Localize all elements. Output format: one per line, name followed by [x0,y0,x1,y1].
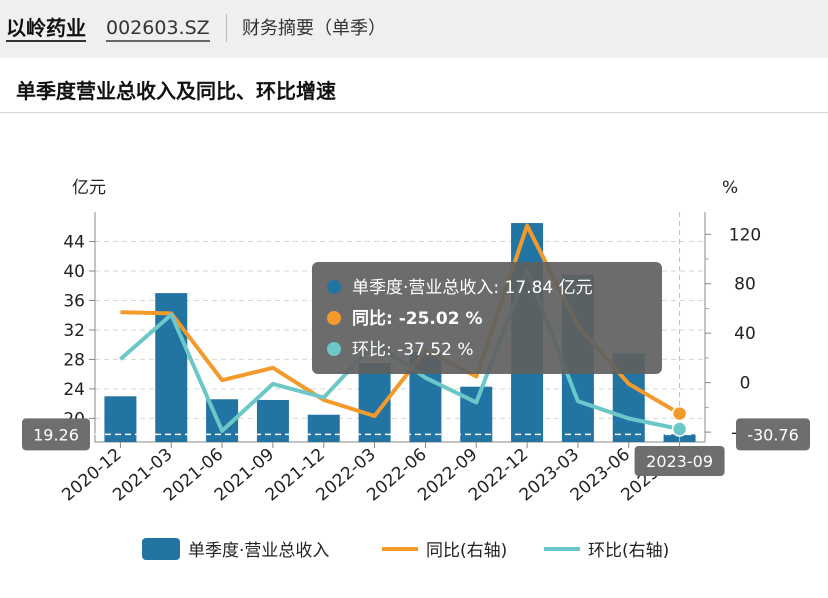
left-axis-tick-label: 44 [63,232,85,252]
crosshair-right-label-box [736,418,810,451]
legend-label-revenue: 单季度·营业总收入 [188,541,329,561]
tooltip-box [312,262,662,374]
tooltip-marker [327,311,341,325]
chart-title-bar: 单季度营业总收入及同比、环比增速 [0,60,828,113]
tooltip-row-2: 同比: -25.02 % [352,308,483,329]
left-axis-tick-label: 32 [63,321,85,341]
qoq-highlight-point[interactable] [671,421,688,437]
revenue-bar[interactable] [307,414,340,442]
crosshair-right-label: -30.76 [747,425,799,444]
legend-label-qoq: 环比(右轴) [588,541,669,561]
header-divider [226,14,227,42]
left-axis-unit: 亿元 [72,178,106,198]
right-axis-unit: % [722,178,738,198]
top-bar: 以岭药业 002603.SZ 财务摘要（单季） [0,0,828,58]
section-title: 财务摘要（单季） [242,18,386,39]
revenue-bar[interactable] [104,396,137,442]
left-axis-tick-label: 24 [63,380,85,400]
legend-label-yoy: 同比(右轴) [426,541,507,561]
crosshair-x-label-box [634,446,725,476]
crosshair-left-label-box [22,418,90,451]
left-axis-tick-label: 28 [63,350,85,370]
revenue-bar[interactable] [256,399,289,442]
company-name-link[interactable]: 以岭药业 [6,16,86,42]
tooltip-row-3: 环比: -37.52 % [352,340,474,360]
stock-code-link[interactable]: 002603.SZ [106,16,210,42]
tooltip-marker [327,280,341,294]
left-axis-tick-label: 36 [63,291,85,311]
right-axis-tick-label: 80 [734,275,756,295]
crosshair-left-label: 19.26 [33,425,79,444]
legend-bar-swatch[interactable] [142,538,180,560]
chart-title: 单季度营业总收入及同比、环比增速 [16,79,336,103]
right-axis-tick-label: 40 [734,324,756,344]
right-axis-tick-label: 120 [729,225,761,245]
yoy-highlight-point[interactable] [671,405,688,422]
tooltip-row-1: 单季度·营业总收入: 17.84 亿元 [352,278,593,298]
left-axis-tick-label: 40 [63,262,85,282]
crosshair-x-label: 2023-09 [646,452,713,471]
right-axis-tick-label: 0 [740,374,751,394]
tooltip-marker [327,342,341,356]
